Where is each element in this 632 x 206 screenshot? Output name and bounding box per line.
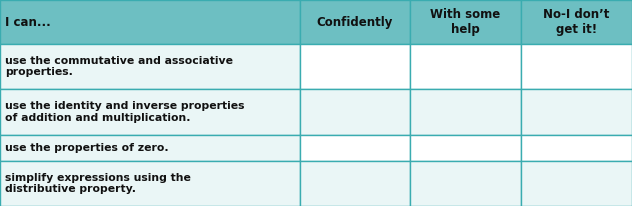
Bar	[300, 0, 410, 44]
Bar	[521, 0, 632, 44]
Bar	[410, 44, 521, 89]
Bar	[0, 161, 300, 206]
Bar	[0, 44, 300, 89]
Bar	[410, 135, 521, 161]
Bar	[410, 161, 521, 206]
Text: simplify expressions using the
distributive property.: simplify expressions using the distribut…	[5, 173, 191, 194]
Bar	[0, 135, 300, 161]
Bar	[521, 161, 632, 206]
Text: use the properties of zero.: use the properties of zero.	[5, 143, 169, 153]
Bar	[300, 89, 410, 135]
Text: No-I don’t
get it!: No-I don’t get it!	[544, 8, 610, 36]
Bar	[0, 89, 300, 135]
Bar	[0, 0, 300, 44]
Text: I can...: I can...	[5, 15, 51, 28]
Text: use the identity and inverse properties
of addition and multiplication.: use the identity and inverse properties …	[5, 101, 245, 123]
Bar	[300, 44, 410, 89]
Bar	[521, 135, 632, 161]
Text: Confidently: Confidently	[317, 15, 393, 28]
Text: With some
help: With some help	[430, 8, 501, 36]
Bar	[521, 44, 632, 89]
Bar	[521, 89, 632, 135]
Bar	[300, 161, 410, 206]
Bar	[300, 135, 410, 161]
Bar	[410, 89, 521, 135]
Bar	[410, 0, 521, 44]
Text: use the commutative and associative
properties.: use the commutative and associative prop…	[5, 56, 233, 77]
